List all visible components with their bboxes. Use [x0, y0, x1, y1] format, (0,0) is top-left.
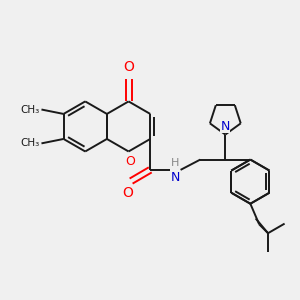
Text: CH₃: CH₃	[21, 138, 40, 148]
Text: O: O	[123, 60, 134, 74]
Text: O: O	[123, 186, 134, 200]
Text: CH₃: CH₃	[21, 104, 40, 115]
Text: N: N	[171, 171, 180, 184]
Text: O: O	[125, 155, 135, 168]
Text: H: H	[171, 158, 179, 168]
Text: N: N	[220, 120, 230, 133]
